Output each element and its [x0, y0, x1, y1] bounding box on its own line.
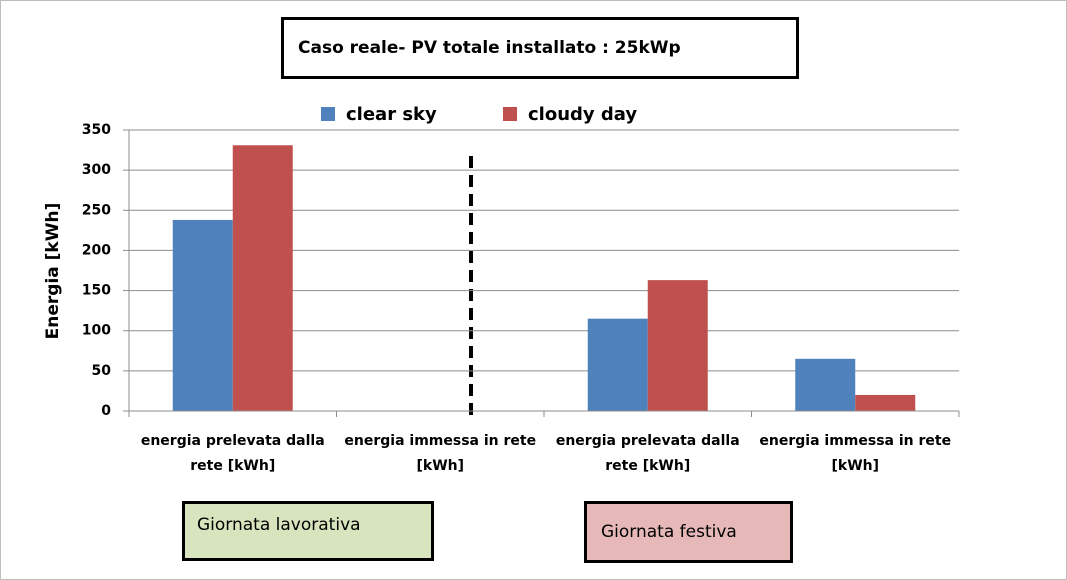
- legend-swatch: [503, 107, 517, 121]
- x-tick-label: energia immessa in rete [kWh]: [759, 433, 952, 474]
- y-axis-label: Energia [kWh]: [43, 203, 63, 340]
- y-tick-label: 250: [82, 202, 111, 218]
- legend-label: clear sky: [346, 104, 437, 125]
- bar: [587, 318, 648, 411]
- y-tick-label: 350: [82, 122, 111, 138]
- y-tick-label: 100: [82, 323, 111, 339]
- annotation: Giornata festiva: [584, 501, 793, 563]
- chart-title: Caso reale- PV totale installato : 25kWp: [281, 17, 799, 79]
- x-tick-label: energia immessa in rete [kWh]: [344, 433, 537, 474]
- bar: [795, 358, 856, 411]
- y-tick-label: 300: [82, 162, 111, 178]
- bar: [172, 219, 233, 411]
- y-tick-label: 200: [82, 242, 111, 258]
- bar: [647, 280, 708, 411]
- legend-swatch: [321, 107, 335, 121]
- y-tick-label: 50: [92, 363, 112, 379]
- y-tick-label: 0: [101, 403, 111, 419]
- legend-label: cloudy day: [528, 104, 637, 125]
- bar: [232, 145, 293, 412]
- x-tick-label: energia prelevata dalla rete [kWh]: [140, 433, 325, 474]
- bar: [855, 394, 916, 411]
- annotation: Giornata lavorativa: [182, 501, 434, 561]
- y-tick-label: 150: [82, 283, 111, 299]
- x-tick-label: energia prelevata dalla rete [kWh]: [555, 433, 740, 474]
